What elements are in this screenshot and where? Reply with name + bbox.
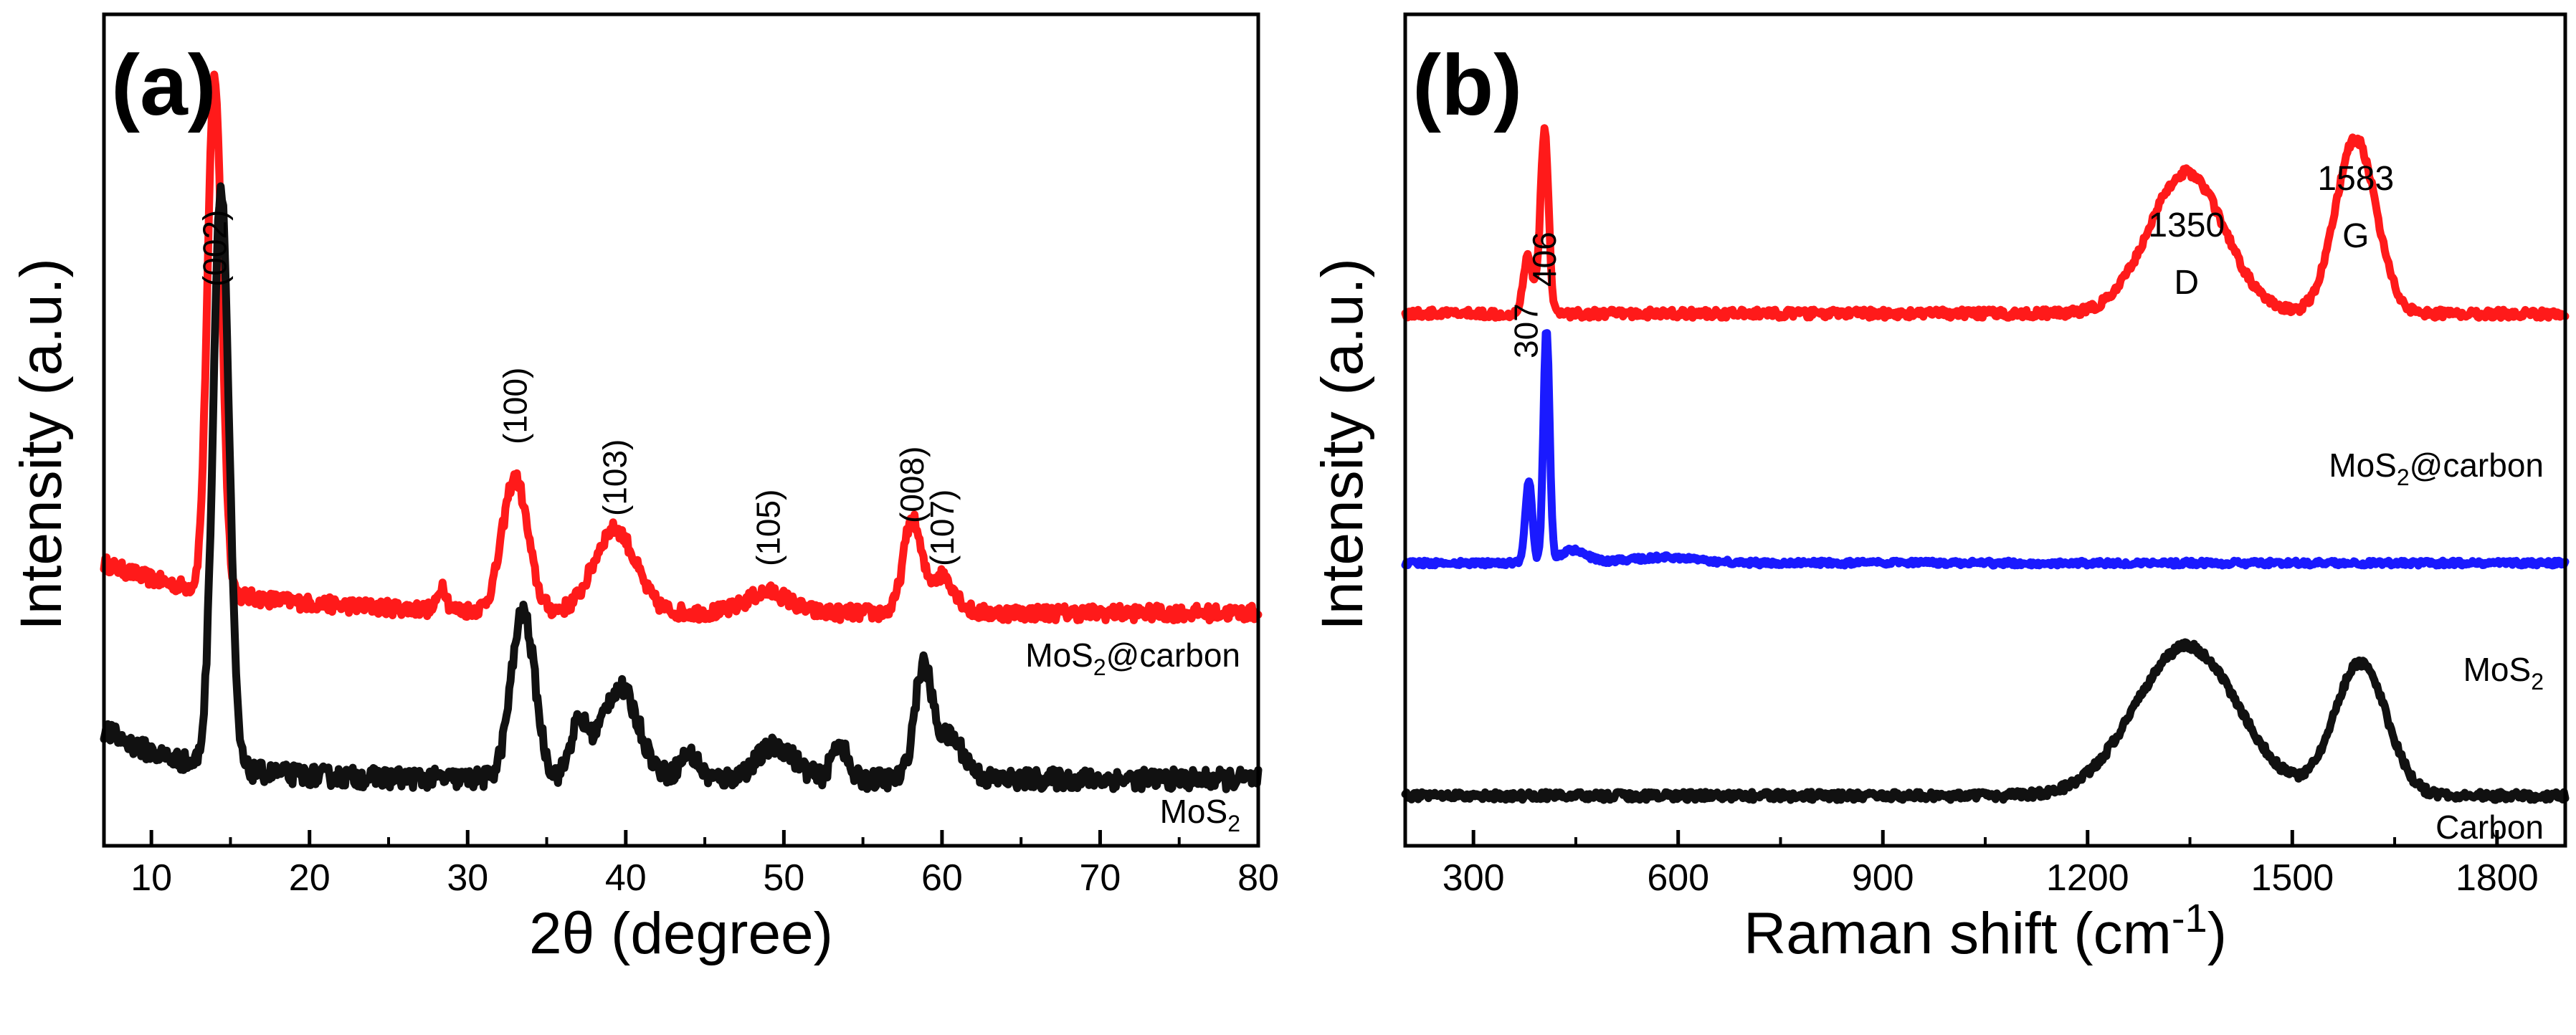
x-tick-label: 60: [921, 857, 963, 899]
peak-annotation: (107): [923, 490, 961, 566]
peak-annotation: (100): [496, 368, 533, 444]
series-label: MoS2: [2463, 651, 2544, 695]
peak-annotation: (008): [893, 447, 931, 523]
plot-frame: [102, 12, 1260, 848]
x-tick-label: 40: [605, 857, 647, 899]
peak-annotation: 406: [1526, 232, 1563, 287]
x-tick-label: 300: [1443, 857, 1505, 899]
x-tick-label: 50: [763, 857, 804, 899]
panel-b-raman: MoS2@carbon MoS2 Carbon 300 600 900 1200 1500 18…: [1310, 12, 2570, 966]
series-label: MoS2: [1160, 793, 1240, 836]
series-label: MoS2@carbon: [1025, 636, 1240, 680]
peak-annotation: D: [2174, 264, 2199, 302]
series-line-raman-1: [1401, 329, 2570, 570]
x-axis-label: 2θ (degree): [529, 901, 833, 966]
x-tick-label: 900: [1852, 857, 1914, 899]
x-tick-label: 1800: [2456, 857, 2539, 899]
peak-annotation: 1583: [2317, 160, 2394, 198]
y-axis-label: Intensity (a.u.): [9, 258, 74, 631]
x-tick-label: 10: [130, 857, 172, 899]
peak-annotation: 307: [1507, 303, 1544, 358]
x-tick-label: 70: [1080, 857, 1121, 899]
y-axis-label: Intensity (a.u.): [1310, 258, 1375, 631]
panel-label: (a): [111, 37, 217, 133]
panel-a-xrd: MoS2@carbon MoS2 10 20 30 40 50 60 70 80 2θ (degre…: [9, 12, 1279, 966]
x-tick-label: 20: [289, 857, 331, 899]
series-line-xrd-1: [100, 182, 1263, 793]
x-tick-label: 80: [1237, 857, 1279, 899]
peak-annotation: (002): [196, 210, 233, 287]
x-tick-label: 600: [1647, 857, 1709, 899]
series-line-raman-2: [1401, 638, 2570, 804]
series-line-xrd-0: [100, 70, 1263, 625]
x-tick-label: 1500: [2251, 857, 2334, 899]
peak-annotation: G: [2342, 217, 2369, 255]
peak-annotation: 1350: [2148, 206, 2225, 244]
series-label: MoS2@carbon: [2329, 447, 2544, 490]
panel-label: (b): [1412, 37, 1522, 133]
x-tick-label: 1200: [2046, 857, 2129, 899]
series-line-raman-0: [1401, 124, 2570, 322]
peak-annotation: (103): [596, 439, 633, 516]
x-axis-label: Raman shift (cm-1): [1744, 895, 2227, 966]
series-label: Carbon: [2435, 809, 2544, 846]
x-tick-label: 30: [447, 857, 488, 899]
peak-annotation: (105): [749, 490, 786, 566]
